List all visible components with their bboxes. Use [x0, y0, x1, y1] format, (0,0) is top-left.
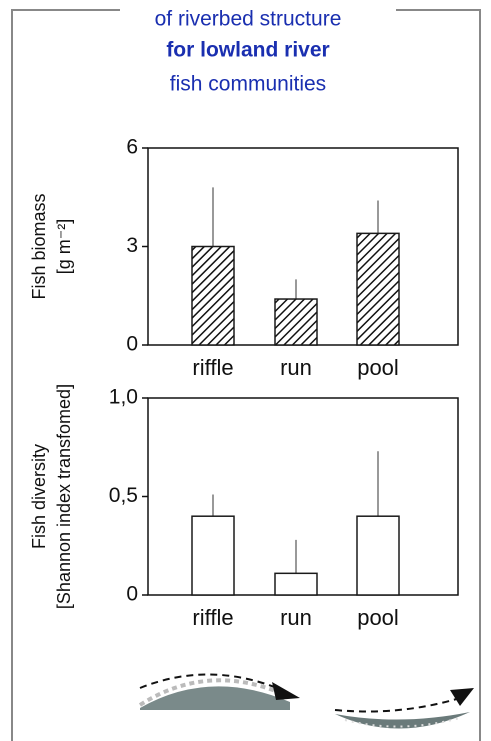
bar: [191, 515, 235, 596]
x-tick-label: riffle: [192, 355, 233, 380]
y-tick-label: 0,5: [109, 484, 138, 507]
bar: [356, 232, 400, 346]
y-axis-label: [g m⁻²]: [54, 219, 74, 275]
x-tick-label: pool: [357, 605, 399, 630]
y-tick-label: 1,0: [109, 386, 138, 409]
bar: [274, 572, 318, 596]
x-tick-label: run: [280, 605, 312, 630]
title-line: fish communities: [170, 73, 326, 96]
x-tick-label: run: [280, 355, 312, 380]
y-axis-label: Fish biomass: [29, 193, 49, 299]
bar: [274, 298, 318, 346]
bar: [191, 245, 235, 346]
y-tick-label: 0: [126, 333, 138, 356]
pool-icon: [334, 688, 474, 729]
x-tick-label: pool: [357, 355, 399, 380]
y-axis-label: Fish diversity: [29, 444, 49, 549]
riffle-icon: [138, 673, 300, 710]
title-line: of riverbed structure: [155, 8, 342, 31]
y-axis-label: [Shannon index transfomed]: [54, 384, 74, 609]
bar: [356, 515, 400, 596]
x-tick-label: riffle: [192, 605, 233, 630]
frame: [11, 9, 481, 741]
y-tick-label: 3: [126, 234, 138, 257]
y-tick-label: 0: [126, 583, 138, 606]
y-tick-label: 6: [126, 136, 138, 159]
title-line: for lowland river: [166, 39, 329, 62]
